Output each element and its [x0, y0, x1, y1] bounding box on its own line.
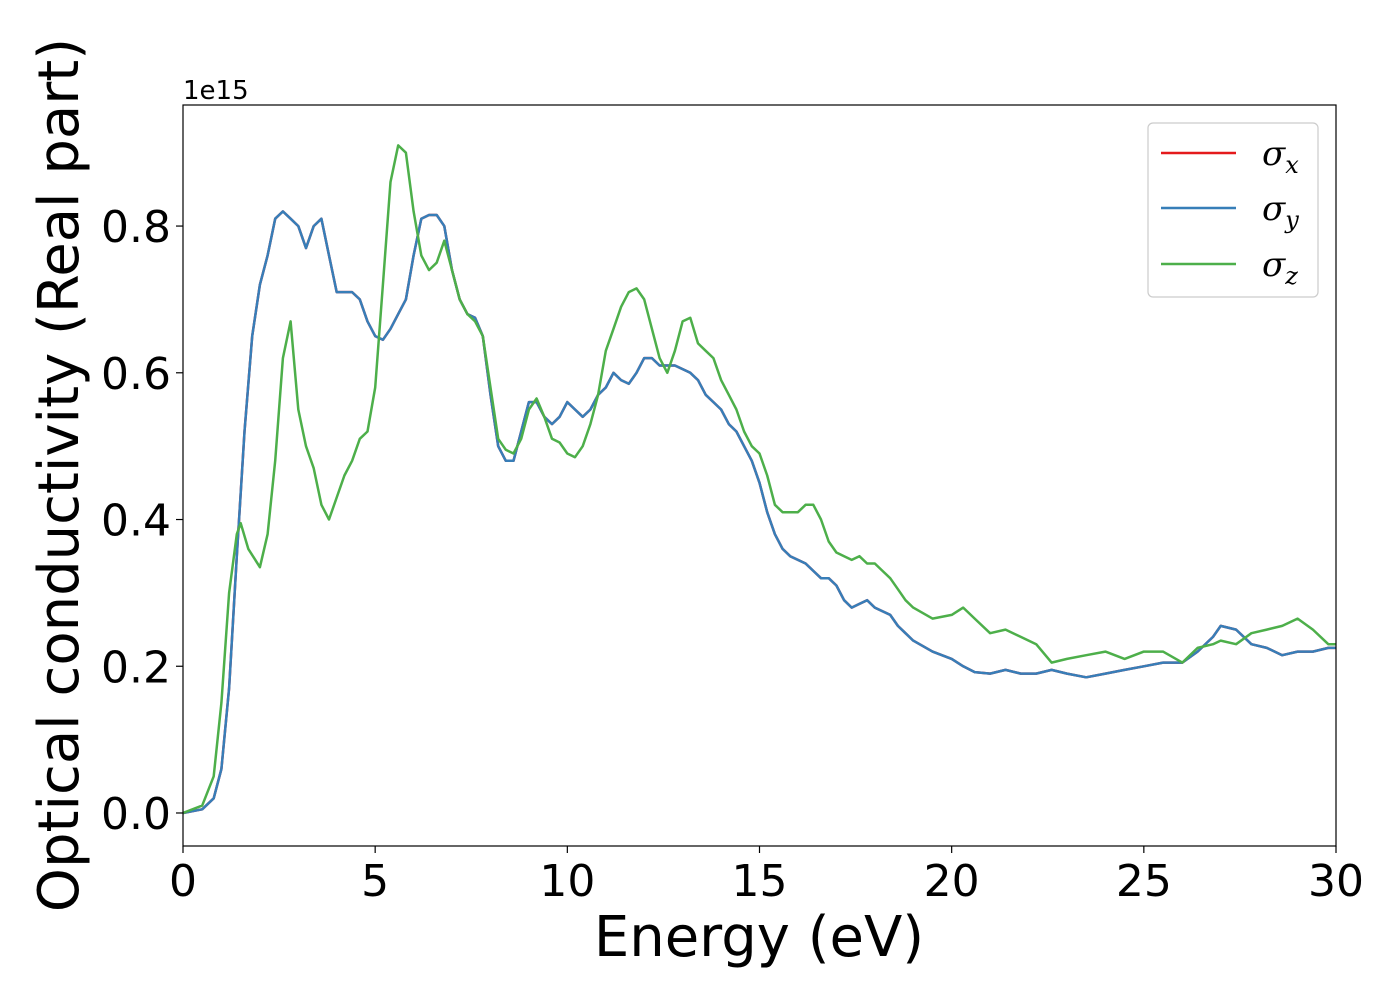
series-line-sigma-y: [183, 210, 1336, 815]
x-axis-label: Energy (eV): [594, 905, 924, 970]
x-axis-ticks: 0 5 10 15 20 25 30: [169, 846, 1364, 907]
y-tick-label: 0.8: [101, 202, 171, 253]
y-offset-label: 1e15: [183, 76, 249, 106]
x-tick-label: 25: [1116, 856, 1172, 907]
legend-label-sigma-y: σy: [1262, 189, 1299, 234]
legend-label-sigma-x: σx: [1262, 134, 1299, 179]
y-tick-label: 0.0: [101, 789, 171, 840]
x-tick-label: 10: [539, 856, 595, 907]
legend: σx σy σz: [1147, 122, 1319, 298]
x-tick-label: 15: [732, 856, 788, 907]
y-tick-label: 0.2: [101, 642, 171, 693]
legend-label-sigma-z: σz: [1262, 245, 1298, 290]
x-tick-label: 0: [169, 856, 197, 907]
y-tick-label: 0.4: [101, 496, 171, 547]
x-tick-label: 5: [361, 856, 389, 907]
series-line-sigma-z: [183, 144, 1336, 815]
plot-background: [183, 105, 1336, 846]
y-tick-label: 0.6: [101, 349, 171, 400]
series-layer: [183, 144, 1336, 815]
legend-box: [1147, 122, 1319, 298]
y-axis-label: Optical conductivity (Real part): [27, 38, 92, 912]
x-tick-label: 30: [1308, 856, 1364, 907]
x-tick-label: 20: [924, 856, 980, 907]
y-axis-ticks: 0.0 0.2 0.4 0.6 0.8: [101, 202, 183, 840]
